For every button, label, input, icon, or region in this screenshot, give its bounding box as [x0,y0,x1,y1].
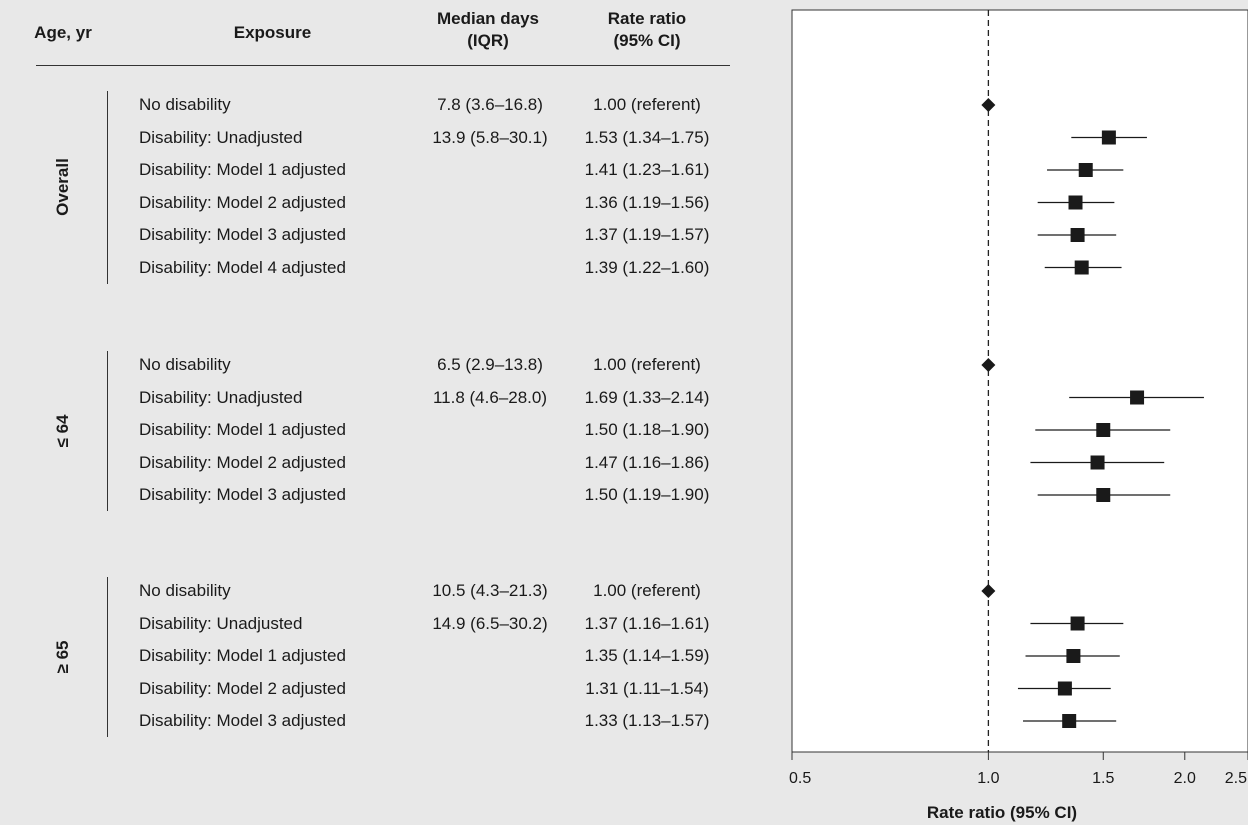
x-tick-label: 2.5 [1225,770,1247,787]
median-cell: 14.9 (6.5–30.2) [432,613,548,633]
point-estimate-marker [1096,423,1111,437]
exposure-cell: Disability: Unadjusted [139,127,303,147]
exposure-cell: Disability: Unadjusted [139,613,303,633]
x-tick-label: 1.5 [1092,770,1114,787]
referent-marker [981,584,996,598]
exposure-cell: Disability: Model 3 adjusted [139,711,346,730]
rate-ratio-cell: 1.69 (1.33–2.14) [584,387,710,407]
x-tick-label: 0.5 [789,770,811,787]
x-axis-title: Rate ratio (95% CI) [927,803,1077,822]
rate-ratio-cell: 1.41 (1.23–1.61) [584,160,710,179]
rate-ratio-cell: 1.50 (1.18–1.90) [584,420,710,439]
x-tick-label: 1.0 [977,770,999,787]
median-cell: 10.5 (4.3–21.3) [432,581,548,600]
median-cell: 11.8 (4.6–28.0) [432,387,548,407]
rate-ratio-cell: 1.00 (referent) [593,355,701,374]
median-cell: 13.9 (5.8–30.1) [432,127,548,147]
exposure-cell: No disability [139,95,231,114]
header-exposure: Exposure [233,23,312,42]
group-bracket [107,91,108,284]
point-estimate-marker [1066,649,1081,663]
point-estimate-marker [1062,714,1077,728]
median-cell: 7.8 (3.6–16.8) [437,95,543,114]
point-estimate-marker [1096,488,1111,502]
exposure-cell: Disability: Model 2 adjusted [139,192,346,212]
rate-ratio-cell: 1.39 (1.22–1.60) [584,257,710,277]
exposure-cell: No disability [139,581,231,600]
point-estimate-marker [1070,228,1085,242]
rate-ratio-cell: 1.53 (1.34–1.75) [584,127,710,147]
header-median-days: Median days (IQR) [436,9,540,50]
referent-marker [981,358,996,372]
exposure-cell: Disability: Model 3 adjusted [139,485,346,504]
x-tick-label: 2.0 [1174,770,1196,787]
median-cell: 6.5 (2.9–13.8) [437,355,543,374]
group-bracket [107,351,108,511]
header-rate-ratio: Rate ratio (95% CI) [607,9,687,50]
rate-ratio-cell: 1.37 (1.16–1.61) [584,613,710,633]
rate-ratio-cell: 1.00 (referent) [593,581,701,600]
rate-ratio-cell: 1.37 (1.19–1.57) [584,225,710,244]
rate-ratio-cell: 1.35 (1.14–1.59) [584,646,710,665]
referent-marker [981,98,996,112]
exposure-cell: Disability: Model 1 adjusted [139,646,346,665]
exposure-cell: Disability: Model 1 adjusted [139,420,346,439]
rate-ratio-cell: 1.33 (1.13–1.57) [584,711,710,730]
group-bracket [107,577,108,737]
header-age: Age, yr [34,23,92,42]
exposure-cell: Disability: Model 3 adjusted [139,225,346,244]
exposure-cell: Disability: Model 2 adjusted [139,678,346,698]
point-estimate-marker [1130,390,1145,405]
plot-area [791,9,1248,753]
header-divider [36,65,730,66]
rate-ratio-cell: 1.47 (1.16–1.86) [584,452,710,472]
exposure-cell: Disability: Model 1 adjusted [139,160,346,179]
exposure-cell: No disability [139,355,231,374]
rate-ratio-cell: 1.00 (referent) [593,95,701,114]
rate-ratio-cell: 1.31 (1.11–1.54) [585,678,709,698]
point-estimate-marker [1068,195,1083,210]
exposure-cell: Disability: Unadjusted [139,387,303,407]
exposure-cell: Disability: Model 4 adjusted [139,257,346,277]
point-estimate-marker [1070,616,1085,631]
rate-ratio-cell: 1.36 (1.19–1.56) [584,192,710,212]
point-estimate-marker [1057,681,1072,696]
point-estimate-marker [1090,455,1105,470]
point-estimate-marker [1101,130,1116,145]
point-estimate-marker [1078,163,1093,177]
rate-ratio-cell: 1.50 (1.19–1.90) [584,485,710,504]
exposure-cell: Disability: Model 2 adjusted [139,452,346,472]
point-estimate-marker [1074,260,1089,275]
